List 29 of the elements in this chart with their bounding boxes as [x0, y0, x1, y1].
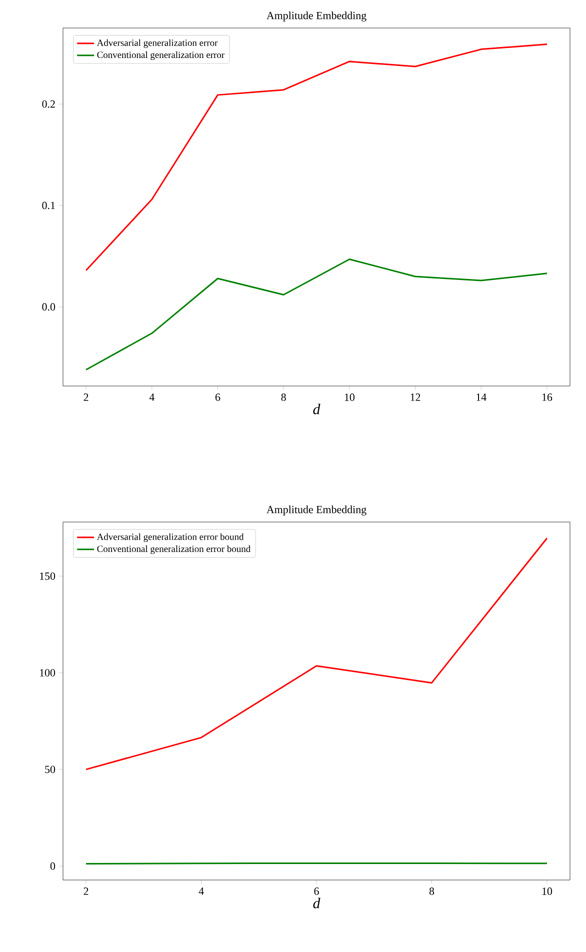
- x-tick-label: 2: [84, 888, 88, 895]
- x-tick-label: 6: [314, 888, 319, 895]
- y-tick-label: 0.0: [42, 303, 56, 311]
- chart-title: Amplitude Embedding: [266, 12, 366, 22]
- y-tick-label: 0.1: [42, 202, 55, 210]
- line-series: [85, 258, 548, 371]
- legend-label: Adversarial generalization error bound: [96, 533, 244, 542]
- x-tick-label: 12: [410, 394, 420, 401]
- x-tick-label: 8: [429, 888, 434, 895]
- legend-label: Conventional generalization error: [97, 51, 224, 60]
- x-axis-title: d: [313, 898, 320, 908]
- x-tick-label: 10: [542, 888, 552, 895]
- x-tick-label: 4: [198, 888, 204, 895]
- legend-label: Adversarial generalization error: [96, 39, 218, 48]
- x-axis-title: d: [313, 404, 320, 414]
- chart-title: Amplitude Embedding: [266, 506, 366, 516]
- x-tick-label: 10: [344, 394, 354, 401]
- x-tick-label: 14: [476, 394, 486, 401]
- x-tick-label: 8: [281, 394, 286, 401]
- x-tick-label: 2: [84, 394, 88, 401]
- y-tick-label: 0: [50, 862, 56, 870]
- x-tick-label: 6: [215, 394, 220, 401]
- y-tick-label: 50: [45, 766, 56, 774]
- y-tick-label: 0.2: [42, 100, 55, 108]
- legend-label: Conventional generalization error bound: [97, 545, 250, 554]
- y-tick-label: 100: [40, 669, 56, 676]
- x-tick-label: 4: [149, 394, 154, 401]
- y-tick-label: 150: [40, 572, 56, 580]
- x-tick-label: 16: [542, 394, 552, 401]
